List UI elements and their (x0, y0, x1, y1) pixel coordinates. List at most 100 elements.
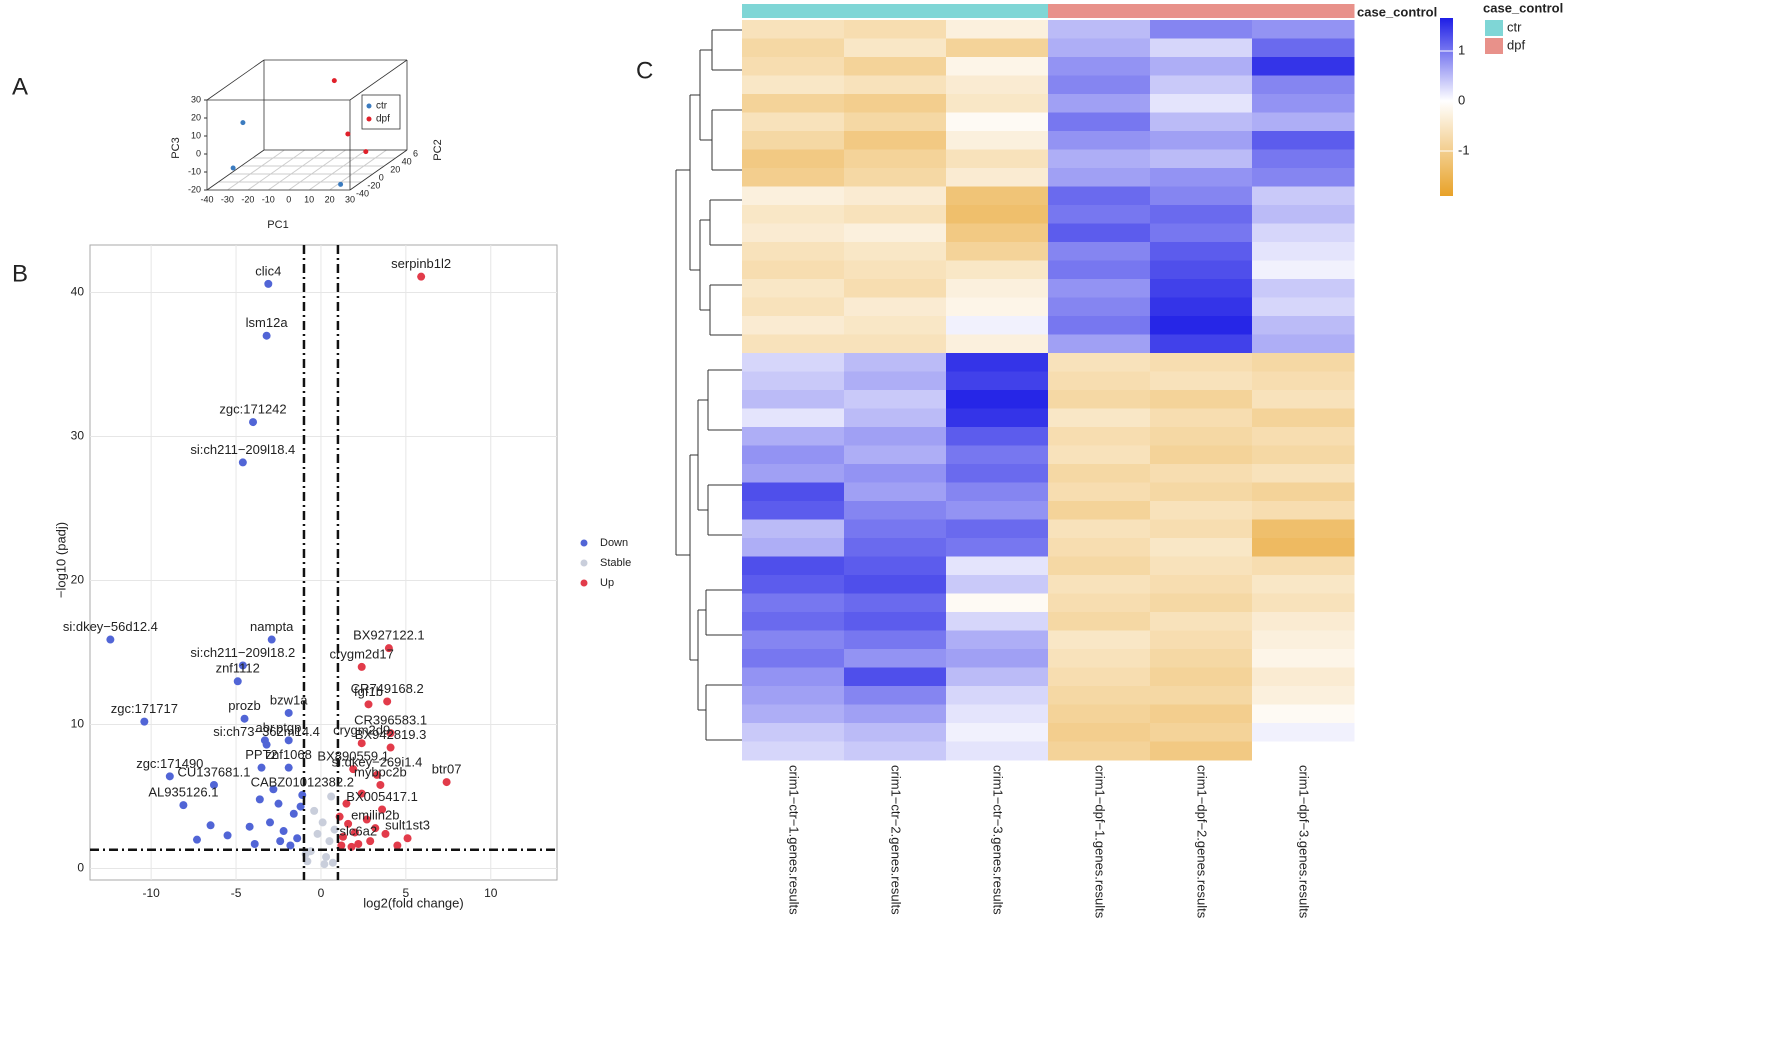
heatmap-cell (844, 279, 947, 298)
legend-label: Stable (600, 557, 631, 569)
heatmap-cell (946, 408, 1049, 428)
x-tick-label: 10 (484, 886, 498, 900)
point (342, 799, 351, 808)
heatmap-cell (1252, 260, 1355, 280)
heatmap-cell (1048, 20, 1151, 39)
heatmap-cell (1150, 168, 1253, 187)
heatmap-cell (742, 371, 845, 391)
point (192, 835, 201, 844)
point (322, 852, 331, 861)
heatmap-cell (844, 630, 947, 650)
heatmap-cell (1252, 630, 1355, 650)
heatmap-cell (1252, 723, 1355, 742)
legend-label: Down (600, 537, 628, 549)
heatmap-cell (742, 260, 845, 280)
heatmap-cell (946, 704, 1049, 724)
heatmap-cell (1150, 390, 1253, 409)
heatmap-cell (946, 445, 1049, 465)
heatmap-cell (1150, 612, 1253, 631)
point-label: si:ch211−209l18.4 (190, 442, 295, 457)
point-label: si:ch73−362m14.4 (213, 724, 320, 739)
heatmap-cell (742, 686, 845, 705)
heatmap-cell (1252, 371, 1355, 391)
heatmap-cell (844, 353, 947, 372)
y-tick-label: 40 (71, 285, 85, 299)
heatmap-cell (1252, 334, 1355, 354)
heatmap-cell (742, 316, 845, 335)
x-axis-title: PC1 (267, 219, 288, 231)
dendrogram (675, 29, 742, 741)
legend-label: Up (600, 577, 614, 589)
heatmap-cell (742, 408, 845, 428)
heatmap-cell (1048, 353, 1151, 372)
heatmap-cell (1150, 723, 1253, 742)
point-label: BX942819.3 (355, 727, 427, 742)
point (384, 644, 393, 653)
heatmap-cell (742, 741, 845, 761)
heatmap-cell (742, 519, 845, 539)
point-label: si:ch211−209l18.2 (190, 645, 295, 660)
point-label: zgc:171490 (136, 756, 203, 771)
point (179, 801, 188, 810)
heatmap-cell (1048, 297, 1151, 317)
heatmap-cell (1048, 741, 1151, 761)
heatmap-cell (742, 297, 845, 317)
x-tick-label: -5 (231, 886, 242, 900)
heatmap-cell (1150, 20, 1253, 39)
y-tick-label: 0 (77, 861, 84, 875)
column-label: crim1−dpf−2.genes.results (1195, 765, 1210, 919)
x-axis-title: log2(fold change) (363, 895, 463, 910)
heatmap-cell (1252, 704, 1355, 724)
point (357, 739, 366, 748)
heatmap-cell (844, 297, 947, 317)
heatmap-cell (1048, 704, 1151, 724)
annotation-title: case_control (1357, 4, 1437, 19)
heatmap-cell (1150, 649, 1253, 668)
heatmap-cell (1252, 279, 1355, 298)
heatmap-cell (1048, 260, 1151, 280)
heatmap-cell (844, 649, 947, 668)
point-label: BX890559.1 (317, 749, 389, 764)
heatmap-cell (1252, 556, 1355, 576)
heatmap-cell (1150, 94, 1253, 113)
heatmap-cell (1048, 519, 1151, 539)
heatmap-cell (1048, 464, 1151, 483)
point-label: bzw1a (270, 692, 308, 707)
heatmap-cell (1150, 242, 1253, 261)
point (331, 78, 337, 84)
floor-grid-line (247, 149, 306, 191)
point (262, 740, 271, 749)
heatmap-cell (1150, 112, 1253, 132)
heatmap-cell (844, 593, 947, 613)
heatmap-cell (1048, 667, 1151, 687)
heatmap-cell (1252, 464, 1355, 483)
column-label: crim1−dpf−3.genes.results (1297, 765, 1312, 919)
heatmap-cell (946, 112, 1049, 132)
heatmap-cell (1150, 741, 1253, 761)
heatmap-cell (946, 482, 1049, 502)
heatmap-cell (844, 242, 947, 261)
colorbar-tick-label: 0 (1458, 92, 1465, 107)
heatmap-cell (742, 186, 845, 206)
point (320, 860, 329, 869)
floor-grid-line (227, 149, 285, 191)
heatmap-cell (1048, 390, 1151, 409)
heatmap-cell (844, 75, 947, 95)
point (223, 831, 232, 840)
heatmap-cell (1150, 427, 1253, 446)
heatmap-cell (844, 464, 947, 483)
heatmap-cell (742, 427, 845, 446)
heatmap-cell (742, 464, 845, 483)
point (347, 842, 356, 851)
panel-label: B (12, 260, 28, 287)
heatmap-cell (742, 112, 845, 132)
heatmap-cell (742, 279, 845, 298)
heatmap-cell (742, 168, 845, 187)
point (165, 772, 174, 781)
heatmap-cell (946, 667, 1049, 687)
legend-marker (366, 116, 372, 122)
box-edge (206, 149, 265, 191)
heatmap-cell (1048, 686, 1151, 705)
point (310, 806, 319, 815)
heatmap-cell (946, 316, 1049, 335)
